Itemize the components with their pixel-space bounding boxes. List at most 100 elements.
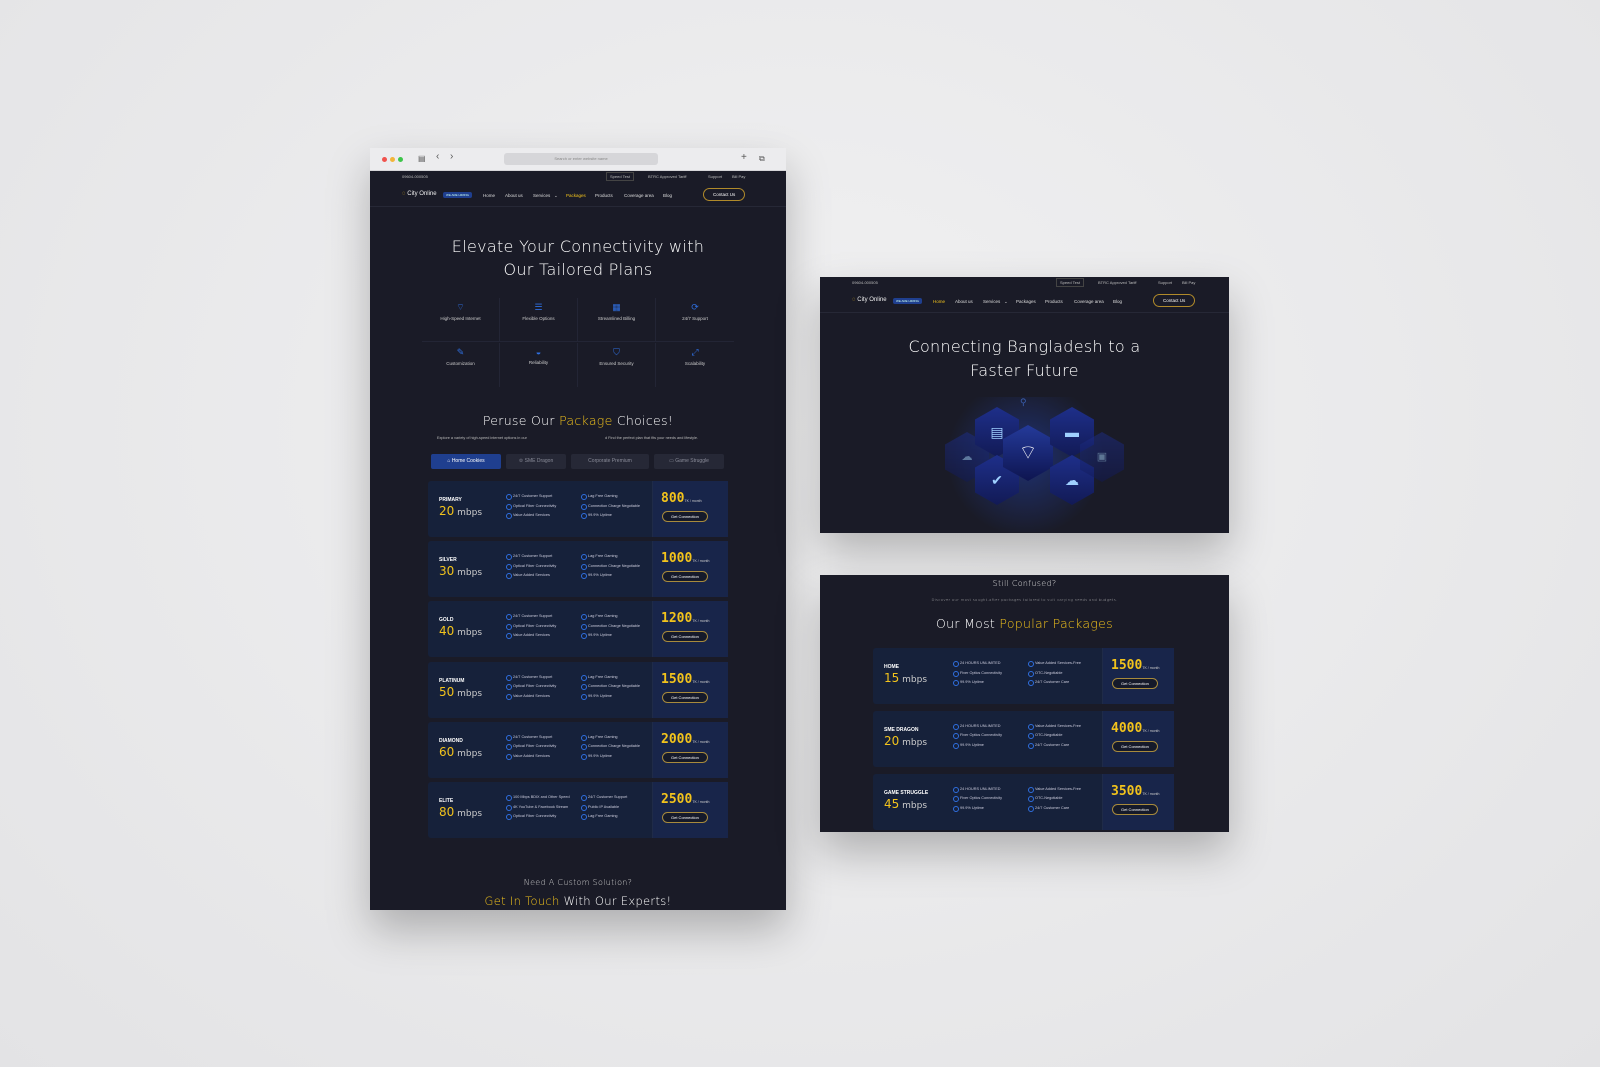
tab-game-struggle[interactable]: ▭ Game Struggle	[654, 454, 724, 469]
close-window-button[interactable]	[382, 157, 387, 162]
address-bar[interactable]: Search or enter website name	[504, 153, 658, 165]
plan-feature: Optical Fiber Connectivity	[506, 684, 576, 690]
speed-value: 45	[884, 796, 900, 811]
get-connection-button[interactable]: Get Connection	[662, 691, 708, 703]
nav-services[interactable]: Services	[533, 193, 551, 198]
section-subtitle: Explore a variety of high-speed internet…	[437, 436, 527, 440]
feature-column: 24/7 Customer Support Public IP Available…	[581, 795, 651, 824]
logo[interactable]: ◌ City Online	[852, 297, 887, 303]
tab-corporate-premium[interactable]: Corporate Premium	[571, 454, 649, 469]
price-box: 3500TK / month Get Connection	[1102, 773, 1174, 830]
speed-unit: mbps	[457, 508, 483, 518]
plan-feature: Connection Charge Negotiable	[581, 503, 651, 509]
get-connection-button[interactable]: Get Connection	[1112, 740, 1158, 752]
contact-us-button[interactable]: Contact Us	[1153, 294, 1196, 307]
nav-coverage-area[interactable]: Coverage area	[1074, 299, 1104, 304]
still-confused-text: Still Confused?	[992, 579, 1057, 588]
nav-about-us[interactable]: About us	[505, 193, 523, 198]
nav-products[interactable]: Products	[1045, 299, 1063, 304]
get-connection-button[interactable]: Get Connection	[662, 631, 708, 643]
phone-number: 09604-000505	[402, 174, 428, 179]
feature-column: Value Added Services-Free OTC-Negotiable 2…	[1028, 661, 1098, 690]
nav-blog[interactable]: Blog	[663, 193, 673, 198]
nav-products[interactable]: Products	[595, 193, 613, 198]
sidebar-icon[interactable]: ▤	[418, 154, 426, 163]
custom-cta-title: Get In Touch With Our Experts!	[484, 894, 672, 908]
popular-packages-window: Still Confused? Discover our most sought…	[820, 575, 1229, 832]
get-connection-button[interactable]: Get Connection	[662, 812, 708, 823]
chevron-down-icon[interactable]: ⌄	[1004, 299, 1008, 304]
speed-value: 50	[439, 684, 455, 699]
nav-home[interactable]: Home	[483, 193, 496, 198]
nav-home[interactable]: Home	[933, 299, 946, 304]
feature-item: ☰ Flexible Options	[500, 298, 578, 342]
hiring-badge[interactable]: WE ARE HIRING	[893, 298, 923, 304]
tabs-overview-icon[interactable]: ⧉	[759, 154, 765, 163]
hiring-badge[interactable]: WE ARE HIRING	[443, 192, 473, 198]
plan-price: 800TK / month	[661, 491, 702, 506]
plan-feature: Public IP Available	[581, 804, 651, 810]
get-connection-button[interactable]: Get Connection	[1112, 803, 1158, 815]
feature-column: 24 HOURS UNLIMITED Fiver Optics Connectiv…	[953, 786, 1023, 816]
phone-number: 09604-000505	[852, 280, 878, 285]
topbar-link[interactable]: Bill Pay	[1182, 280, 1196, 285]
price-box: 2000TK / month Get Connection	[652, 721, 728, 778]
plan-card: SILVER 30 mbps 24/7 Customer Support Optica…	[428, 541, 728, 598]
feature-column: 24 HOURS UNLIMITED Fiver Optics Connectiv…	[953, 723, 1023, 753]
title-line: Our Tailored Plans	[503, 260, 653, 279]
chevron-down-icon[interactable]: ⌄	[554, 193, 558, 198]
back-icon[interactable]: ‹	[436, 151, 440, 162]
plan-speed: 40 mbps	[439, 624, 482, 638]
plan-feature: 24/7 Customer Support	[506, 554, 576, 560]
get-connection-button[interactable]: Get Connection	[1112, 678, 1158, 689]
logo[interactable]: ◌ City Online	[402, 191, 437, 197]
antenna-icon: ⚲	[1020, 397, 1027, 407]
plan-feature: Optical Fiber Connectivity	[506, 563, 576, 570]
tab-label: Home Cookies	[451, 458, 485, 464]
feature-label: Scalability	[684, 361, 706, 366]
plan-feature: 99.9% Uptime	[581, 693, 651, 699]
get-connection-button[interactable]: Get Connection	[662, 571, 708, 583]
maximize-window-button[interactable]	[398, 157, 403, 162]
price-value: 4000	[1111, 720, 1143, 736]
topbar-link[interactable]: Bill Pay	[732, 174, 746, 179]
plan-tier: GOLD	[439, 617, 454, 624]
forward-icon[interactable]: ›	[450, 151, 454, 162]
nav-coverage-area[interactable]: Coverage area	[624, 193, 654, 198]
plan-card: PRIMARY 20 mbps 24/7 Customer Support Optic…	[428, 481, 728, 537]
tab-sme-dragon[interactable]: ♔ SME Dragon	[506, 454, 566, 469]
plan-feature: 100 Mbps BDIX and Other Speed	[506, 795, 576, 801]
plan-feature: 99.9% Uptime	[953, 805, 1023, 811]
plan-speed: 15 mbps	[884, 671, 927, 685]
new-tab-icon[interactable]: +	[741, 152, 747, 163]
plan-speed: 60 mbps	[439, 745, 482, 759]
get-connection-button[interactable]: Get Connection	[662, 751, 708, 763]
nav-packages[interactable]: Packages	[566, 193, 586, 198]
feature-column: 24/7 Customer Support Optical Fiber Conne…	[506, 614, 576, 643]
feature-column: 24/7 Customer Support Optical Fiber Conne…	[506, 674, 576, 704]
topbar-link[interactable]: Speed Test	[606, 172, 634, 181]
get-connection-button[interactable]: Get Connection	[662, 511, 708, 522]
nav-packages[interactable]: Packages	[1016, 299, 1036, 304]
minimize-window-button[interactable]	[390, 157, 395, 162]
tab-icon: ♔	[518, 458, 525, 464]
logo-icon: ◌	[852, 297, 858, 303]
plan-feature: Fiver Optics Connectivity	[953, 670, 1023, 676]
topbar-link[interactable]: Support	[1158, 280, 1173, 285]
plan-feature: 99.9% Uptime	[581, 513, 651, 519]
contact-us-button[interactable]: Contact Us	[703, 188, 746, 201]
title-line: Elevate Your Connectivity with	[451, 237, 705, 256]
plan-speed: 30 mbps	[439, 564, 482, 578]
topbar-link[interactable]: Speed Test	[1056, 278, 1084, 287]
topbar-link[interactable]: BTRC Approved Tariff	[1098, 280, 1137, 285]
topbar-link[interactable]: Support	[708, 174, 723, 179]
logo-icon: ◌	[402, 191, 408, 197]
topbar-link[interactable]: BTRC Approved Tariff	[648, 174, 687, 179]
tab-icon: ⌂	[447, 458, 452, 464]
speed-unit: mbps	[902, 737, 928, 748]
nav-services[interactable]: Services	[983, 299, 1001, 304]
nav-blog[interactable]: Blog	[1113, 299, 1123, 304]
nav-about-us[interactable]: About us	[955, 299, 973, 304]
speed-unit: mbps	[457, 568, 483, 579]
tab-home-cookies[interactable]: ⌂ Home Cookies	[431, 454, 501, 469]
